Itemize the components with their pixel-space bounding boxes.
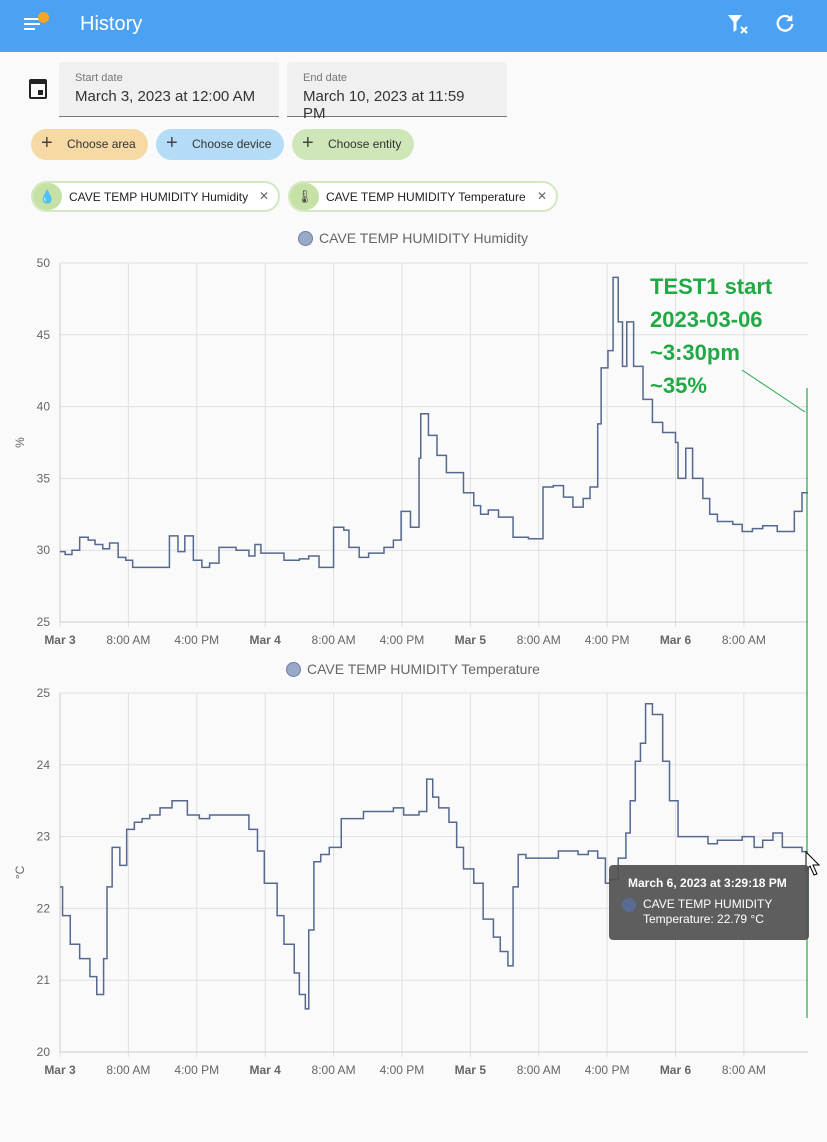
notification-dot <box>38 12 49 23</box>
refresh-icon[interactable] <box>774 12 796 40</box>
x-tick-label: 8:00 AM <box>517 633 561 647</box>
remove-icon[interactable]: ✕ <box>536 189 547 203</box>
choose-entity-label: Choose entity <box>328 137 402 151</box>
x-tick-label: Mar 3 <box>44 633 76 647</box>
plus-icon: + <box>41 132 53 154</box>
choose-entity-button[interactable]: + Choose entity <box>292 129 414 160</box>
start-date-label: Start date <box>75 72 123 84</box>
x-tick-label: 4:00 PM <box>380 1063 425 1077</box>
annotation-line: TEST1 start <box>650 274 773 299</box>
start-date-value: March 3, 2023 at 12:00 AM <box>75 88 256 105</box>
x-tick-label: Mar 4 <box>249 1063 281 1077</box>
x-tick-label: 8:00 AM <box>722 633 766 647</box>
end-date-value: March 10, 2023 at 11:59 PM <box>303 88 465 122</box>
calendar-icon[interactable] <box>29 79 47 99</box>
choose-area-button[interactable]: + Choose area <box>31 129 148 160</box>
y-tick-label: 45 <box>37 328 51 342</box>
y-tick-label: 35 <box>37 471 51 485</box>
entity-chip-label: CAVE TEMP HUMIDITY Humidity <box>69 190 249 204</box>
legend-label: CAVE TEMP HUMIDITY Humidity <box>319 230 529 246</box>
y-tick-label: 50 <box>37 256 51 270</box>
entity-chip-temperature[interactable]: 🌡 CAVE TEMP HUMIDITY Temperature ✕ <box>288 181 558 212</box>
app-header: History <box>0 0 827 52</box>
y-tick-label: 21 <box>37 973 51 987</box>
x-tick-label: 4:00 PM <box>380 633 425 647</box>
x-tick-label: 8:00 AM <box>722 1063 766 1077</box>
legend-label: CAVE TEMP HUMIDITY Temperature <box>307 661 540 677</box>
series-line <box>60 703 808 1010</box>
y-tick-label: 24 <box>37 758 51 772</box>
x-tick-label: 8:00 AM <box>106 1063 150 1077</box>
y-tick-label: 20 <box>37 1045 51 1059</box>
x-tick-label: Mar 6 <box>660 1063 692 1077</box>
menu-icon[interactable] <box>24 16 44 32</box>
y-tick-label: 23 <box>37 830 51 844</box>
x-tick-label: 8:00 AM <box>106 633 150 647</box>
choose-area-label: Choose area <box>67 137 136 151</box>
plus-icon: + <box>302 132 314 154</box>
humidity-legend[interactable]: CAVE TEMP HUMIDITY Humidity <box>298 230 528 246</box>
y-tick-label: 25 <box>37 686 51 700</box>
y-tick-label: 25 <box>37 615 51 629</box>
x-tick-label: 8:00 AM <box>312 633 356 647</box>
x-tick-label: Mar 6 <box>660 633 692 647</box>
x-tick-label: 8:00 AM <box>312 1063 356 1077</box>
series-line <box>60 276 808 569</box>
choose-device-label: Choose device <box>192 137 272 151</box>
humidity-chart[interactable]: 25 30 35 40 45 50 Mar 3 8:00 AM 4:00 PM Mar 4 8:00… <box>0 250 827 650</box>
x-tick-label: Mar 4 <box>249 633 281 647</box>
x-tick-label: Mar 5 <box>455 633 487 647</box>
x-tick-label: Mar 3 <box>44 1063 76 1077</box>
test-annotation: TEST1 start 2023-03-06 ~3:30pm ~35% <box>650 270 772 402</box>
chart-tooltip: March 6, 2023 at 3:29:18 PM CAVE TEMP HU… <box>609 865 809 940</box>
plus-icon: + <box>166 132 178 154</box>
tooltip-value: Temperature: 22.79 °C <box>643 912 764 926</box>
y-axis-label: % <box>13 437 27 448</box>
x-tick-label: Mar 5 <box>455 1063 487 1077</box>
choose-device-button[interactable]: + Choose device <box>156 129 284 160</box>
page-title: History <box>80 13 143 35</box>
temperature-legend[interactable]: CAVE TEMP HUMIDITY Temperature <box>286 661 540 677</box>
filter-remove-icon[interactable] <box>726 12 750 42</box>
end-date-label: End date <box>303 72 348 84</box>
annotation-line: ~3:30pm <box>650 340 740 365</box>
annotation-line: 2023-03-06 <box>650 307 763 332</box>
thermometer-icon: 🌡 <box>290 183 319 210</box>
x-tick-label: 4:00 PM <box>585 633 630 647</box>
x-tick-label: 8:00 AM <box>517 1063 561 1077</box>
remove-icon[interactable]: ✕ <box>258 189 269 203</box>
start-date-field[interactable]: Start date March 3, 2023 at 12:00 AM <box>59 62 279 117</box>
tooltip-swatch <box>622 898 636 912</box>
legend-swatch <box>298 231 313 246</box>
x-tick-label: 4:00 PM <box>585 1063 630 1077</box>
end-date-field[interactable]: End date March 10, 2023 at 11:59 PM <box>287 62 507 122</box>
x-tick-label: 4:00 PM <box>174 1063 219 1077</box>
x-tick-label: 4:00 PM <box>174 633 219 647</box>
y-axis-label: °C <box>13 865 27 879</box>
y-tick-label: 30 <box>37 543 51 557</box>
y-tick-label: 22 <box>37 901 51 915</box>
entity-chip-label: CAVE TEMP HUMIDITY Temperature <box>326 190 526 204</box>
entity-chip-humidity[interactable]: 💧 CAVE TEMP HUMIDITY Humidity ✕ <box>31 181 280 212</box>
annotation-line: ~35% <box>650 373 707 398</box>
tooltip-title: March 6, 2023 at 3:29:18 PM <box>628 876 787 890</box>
y-tick-label: 40 <box>37 400 51 414</box>
tooltip-series: CAVE TEMP HUMIDITY <box>643 897 773 911</box>
temperature-chart[interactable]: 20 21 22 23 24 25 Mar 3 8:00 AM 4:00 PM Mar 4 8:00… <box>0 680 827 1080</box>
legend-swatch <box>286 662 301 677</box>
tooltip-body: CAVE TEMP HUMIDITY Temperature: 22.79 °C <box>643 897 772 927</box>
water-percent-icon: 💧 <box>33 183 62 210</box>
